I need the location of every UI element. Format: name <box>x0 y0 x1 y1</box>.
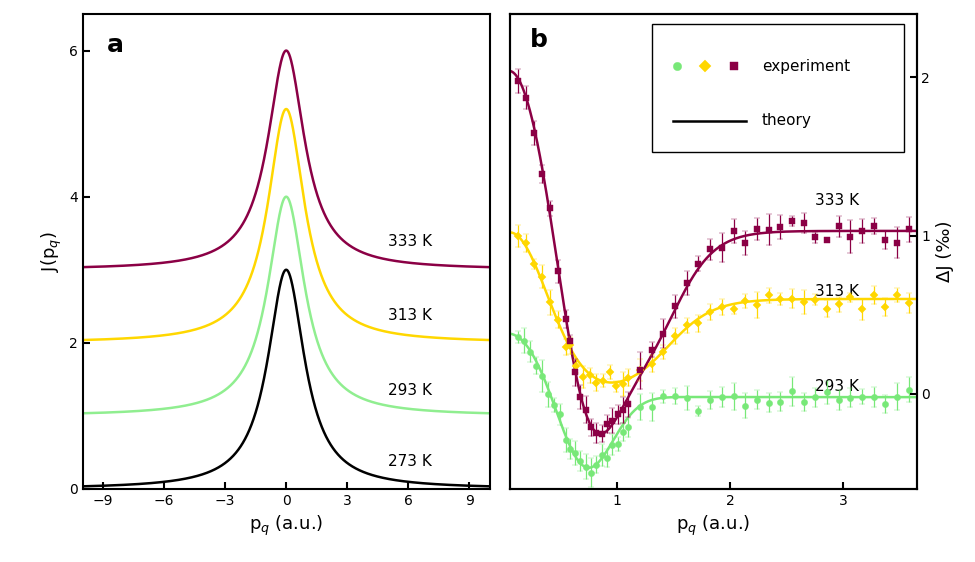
Text: b: b <box>530 28 548 52</box>
Text: 333 K: 333 K <box>388 234 432 250</box>
X-axis label: p$_q$ (a.u.): p$_q$ (a.u.) <box>676 513 751 538</box>
Text: a: a <box>107 33 124 57</box>
Text: 313 K: 313 K <box>815 284 859 298</box>
Text: 333 K: 333 K <box>815 193 859 209</box>
Y-axis label: J(p$_q$): J(p$_q$) <box>39 231 63 272</box>
Text: 313 K: 313 K <box>388 307 432 323</box>
Text: 293 K: 293 K <box>815 379 859 393</box>
X-axis label: p$_q$ (a.u.): p$_q$ (a.u.) <box>249 513 324 538</box>
Y-axis label: ΔJ (‰): ΔJ (‰) <box>936 221 954 282</box>
Text: 293 K: 293 K <box>388 383 432 398</box>
FancyBboxPatch shape <box>652 24 904 152</box>
Text: experiment: experiment <box>762 59 850 74</box>
Text: theory: theory <box>762 114 812 128</box>
Text: 273 K: 273 K <box>388 454 432 469</box>
